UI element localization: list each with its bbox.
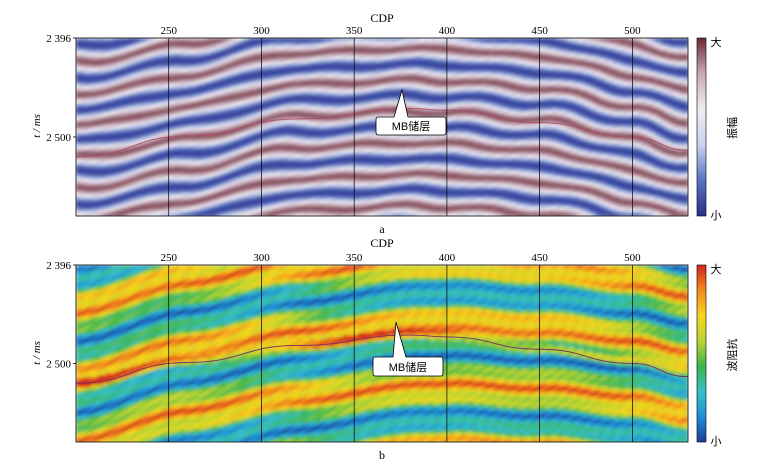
colorbar-b — [696, 264, 707, 443]
x-tick-labels-b: 250 300 350 400 450 500 — [160, 252, 641, 264]
callout-bubble-b — [372, 321, 444, 377]
x-tick-label: 400 — [439, 252, 456, 264]
colorbar-min-label-b: 小 — [711, 435, 722, 448]
x-axis-title-a: CDP — [370, 11, 394, 25]
y-tick-label: 2 396 — [46, 33, 71, 45]
plot-frame-a — [75, 37, 689, 217]
amplitude-heatmap — [76, 38, 688, 216]
panel-a: CDP 250 300 350 400 450 500 2 396 2 500 t / ms… — [31, 11, 739, 236]
panel-label-a: a — [379, 222, 385, 236]
y-tick-label: 2 396 — [46, 260, 71, 272]
colorbar-max-label-a: 大 — [711, 35, 722, 49]
callout-bubble-a — [375, 88, 447, 136]
panel-b: CDP 250 300 350 400 450 500 2 396 2 500 t / ms… — [31, 236, 739, 462]
x-tick-label: 450 — [531, 252, 548, 264]
x-tick-label: 300 — [253, 252, 270, 264]
callout-mb-reservoir-b: MB储层 — [372, 321, 444, 377]
seismic-amplitude-section — [76, 38, 688, 216]
y-axis-title-a: t / ms — [31, 114, 43, 138]
callout-mb-reservoir-a: MB储层 — [375, 88, 447, 136]
callout-label-a: MB储层 — [392, 119, 431, 133]
y-tick-labels-b: 2 396 2 500 — [46, 260, 76, 370]
colorbar-a — [696, 37, 707, 217]
x-tick-label: 300 — [253, 25, 270, 37]
y-tick-labels-a: 2 396 2 500 — [46, 33, 76, 144]
panel-label-b: b — [379, 448, 385, 462]
x-tick-label: 500 — [624, 25, 641, 37]
reservoir-horizon-line-b — [76, 334, 688, 384]
cdp-grid-lines-a — [168, 38, 633, 216]
colorbar-title-b: 波阻抗 — [725, 339, 739, 372]
y-axis-title-b: t / ms — [31, 341, 43, 365]
impedance-section — [76, 265, 688, 442]
x-tick-label: 250 — [160, 252, 177, 264]
x-tick-label: 450 — [531, 25, 548, 37]
colorbar-max-label-b: 大 — [711, 262, 722, 276]
x-axis-title-b: CDP — [370, 236, 394, 250]
x-tick-label: 350 — [346, 252, 363, 264]
y-tick-label: 2 500 — [46, 358, 71, 370]
callout-label-b: MB储层 — [389, 360, 428, 374]
colorbar-min-label-a: 小 — [711, 209, 722, 222]
plot-frame-b — [75, 264, 689, 443]
impedance-heatmap — [76, 265, 688, 442]
x-tick-label: 400 — [439, 25, 456, 37]
x-tick-label: 500 — [624, 252, 641, 264]
x-tick-labels-a: 250 300 350 400 450 500 — [160, 25, 641, 37]
reservoir-horizon-line-a — [76, 107, 688, 158]
y-tick-label: 2 500 — [46, 132, 71, 144]
x-tick-label: 350 — [346, 25, 363, 37]
x-tick-label: 250 — [160, 25, 177, 37]
colorbar-title-a: 振幅 — [725, 117, 739, 139]
cdp-grid-lines-b — [168, 265, 633, 442]
